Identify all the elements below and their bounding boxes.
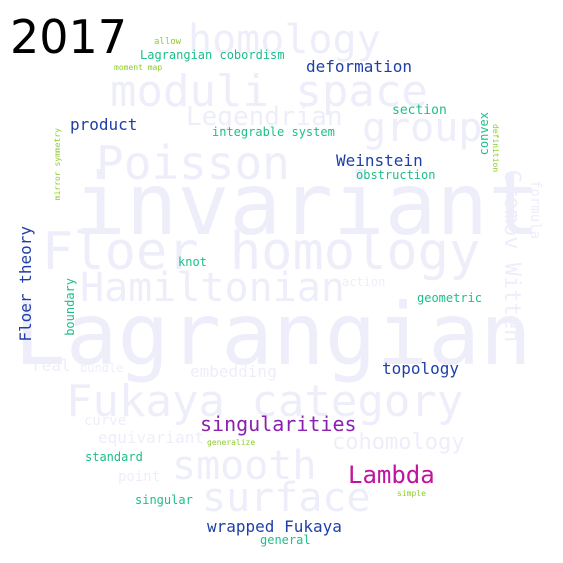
word-lagrangian: Lagrangian [14, 285, 532, 385]
word-invariant: invariant [74, 155, 540, 255]
word-fukaya-category: Fukaya category [66, 376, 464, 427]
word-hamiltonian: Hamiltonian [80, 265, 345, 311]
word-integrable-system: integrable system [212, 125, 335, 139]
word-real: real [32, 356, 71, 375]
word-curve: curve [84, 413, 127, 429]
word-lagrangian-cobordism: Lagrangian cobordism [140, 48, 285, 62]
word-singularities: singularities [200, 412, 357, 436]
word-deformation: deformation [306, 57, 412, 76]
word-geometric: geometric [417, 291, 483, 305]
word-floer-homology: Floer homology [42, 222, 481, 282]
year-label: 2017 [10, 10, 128, 64]
word-group: group [362, 105, 483, 151]
word-singular: singular [135, 493, 193, 507]
word-floer-theory: Floer theory [16, 226, 35, 342]
word-section: section [392, 103, 447, 118]
word-knot: knot [178, 255, 207, 269]
word-allow: allow [154, 37, 182, 47]
word-lambda: Lambda [348, 461, 435, 489]
word-generalize: generalize [207, 438, 256, 447]
word-boundary: boundary [63, 278, 77, 336]
word-embedding: embedding [190, 362, 277, 381]
word-cohomology: cohomology [332, 430, 465, 455]
word-standard: standard [85, 450, 143, 464]
word-point: point [118, 469, 161, 485]
word-legendrian: Legendrian [186, 102, 343, 132]
word-weinstein: Weinstein [336, 151, 423, 170]
word-surface: surface [202, 475, 371, 521]
word-equivariant: equivariant [98, 428, 204, 447]
word-product: product [70, 115, 138, 134]
word-bundle: bundle [80, 361, 124, 375]
word-gromov-witten: Gromov Witten [499, 170, 524, 343]
word-obstruction: obstruction [356, 168, 436, 182]
word-smooth: smooth [172, 443, 317, 489]
word-wrapped-fukaya: wrapped Fukaya [207, 517, 342, 536]
word-homology-bg: homology [188, 17, 381, 63]
word-moment-map: moment map [114, 63, 163, 72]
word-topology: topology [382, 359, 460, 378]
word-definition: definition [491, 124, 500, 173]
word-general: general [260, 533, 311, 547]
word-moduli-space: moduli space [110, 66, 428, 117]
word-simple: simple [397, 489, 426, 498]
word-action: action [342, 275, 386, 289]
word-mirror-symmetry: mirror symmetry [53, 128, 62, 201]
word-convex: convex [477, 112, 491, 156]
word-formula: formula [527, 180, 543, 240]
word-poisson: Poisson [96, 136, 290, 190]
